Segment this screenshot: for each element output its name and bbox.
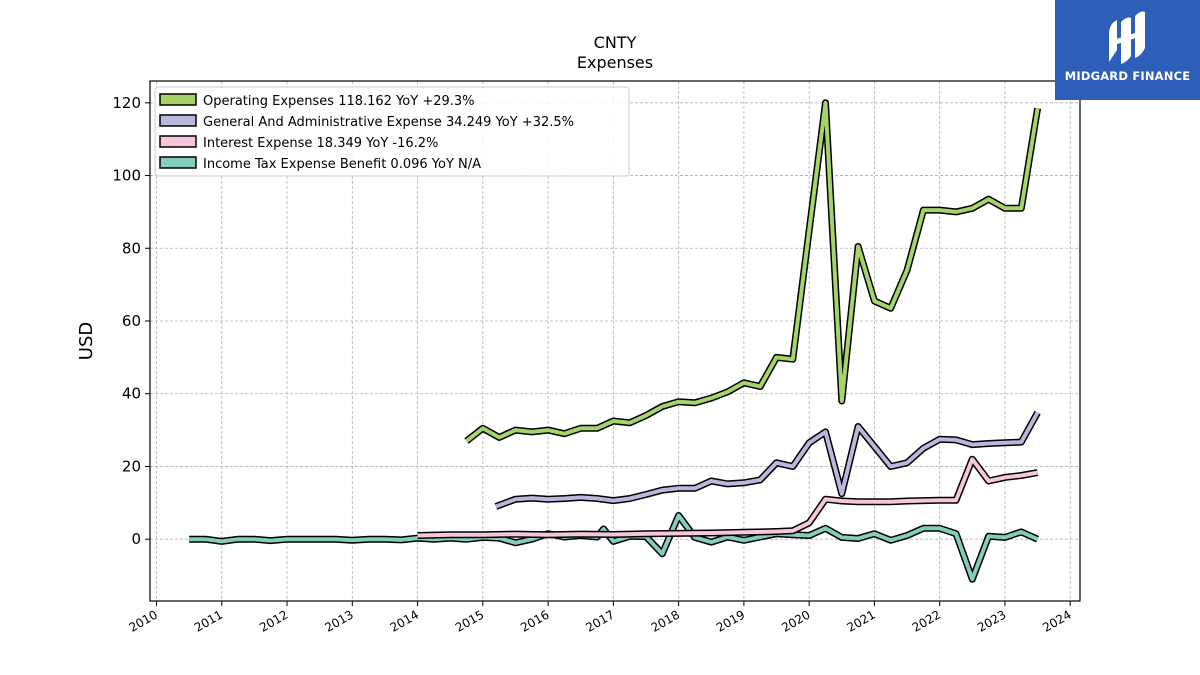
x-tick-label: 2019 — [714, 607, 747, 634]
series-stroke — [465, 100, 1040, 443]
x-tick-label: 2011 — [192, 607, 225, 634]
y-tick-label: 120 — [112, 94, 141, 112]
legend-entry-label: Operating Expenses 118.162 YoY +29.3% — [203, 94, 475, 109]
series-stroke — [495, 411, 1040, 509]
legend-box — [154, 86, 630, 177]
x-tick-label: 2012 — [257, 607, 290, 634]
legend-swatch — [159, 135, 197, 148]
x-tick-label: 2014 — [388, 607, 421, 634]
y-tick-label: 40 — [122, 385, 141, 403]
y-axis-label: USD — [76, 322, 97, 360]
legend-entry-label: Income Tax Expense Benefit 0.096 YoY N/A — [203, 157, 481, 172]
y-tick-label: 80 — [122, 239, 141, 257]
y-tick-label: 100 — [112, 167, 141, 185]
series-layer — [189, 99, 1042, 583]
midgard-finance-logo: MIDGARD FINANCE — [1055, 0, 1200, 100]
x-tick-label: 2013 — [322, 607, 355, 634]
x-tick-label: 2017 — [583, 607, 616, 634]
x-tick-label: 2020 — [779, 607, 812, 634]
legend-entry-label: General And Administrative Expense 34.24… — [203, 115, 574, 130]
x-tick-label: 2016 — [518, 607, 551, 634]
series-line-2 — [417, 455, 1039, 539]
legend-entry-label: Interest Expense 18.349 YoY -16.2% — [203, 136, 438, 151]
legend-swatch — [159, 156, 197, 169]
x-tick-label: 2018 — [649, 607, 682, 634]
logo-text: MIDGARD FINANCE — [1064, 69, 1191, 83]
y-tick-label: 0 — [131, 530, 141, 548]
plot-area-frame — [149, 80, 1081, 602]
legend: Operating Expenses 118.162 YoY +29.3% Gen… — [154, 86, 630, 177]
y-axis-ticks: 0 20 40 60 80 100 120 — [112, 94, 150, 548]
chart-subtitle: Expenses — [577, 53, 653, 72]
x-tick-label: 2010 — [127, 607, 160, 634]
x-axis-ticks: 2010 2011 2012 2013 2014 2015 2016 2017 2018 2019… — [127, 601, 1074, 635]
x-tick-label: 2021 — [844, 607, 877, 634]
series-line-1 — [494, 410, 1041, 510]
x-tick-label: 2023 — [975, 607, 1008, 634]
x-tick-label: 2024 — [1040, 607, 1073, 634]
chart-title: CNTY — [594, 33, 637, 52]
legend-swatch — [159, 114, 197, 127]
y-tick-label: 60 — [122, 312, 141, 330]
legend-swatch — [159, 93, 197, 106]
x-tick-label: 2015 — [453, 607, 486, 634]
series-line-0 — [464, 99, 1042, 444]
x-tick-label: 2022 — [910, 607, 943, 634]
series-stroke — [417, 457, 1038, 538]
logo-mark-icon — [1109, 11, 1145, 64]
y-tick-label: 20 — [122, 457, 141, 475]
